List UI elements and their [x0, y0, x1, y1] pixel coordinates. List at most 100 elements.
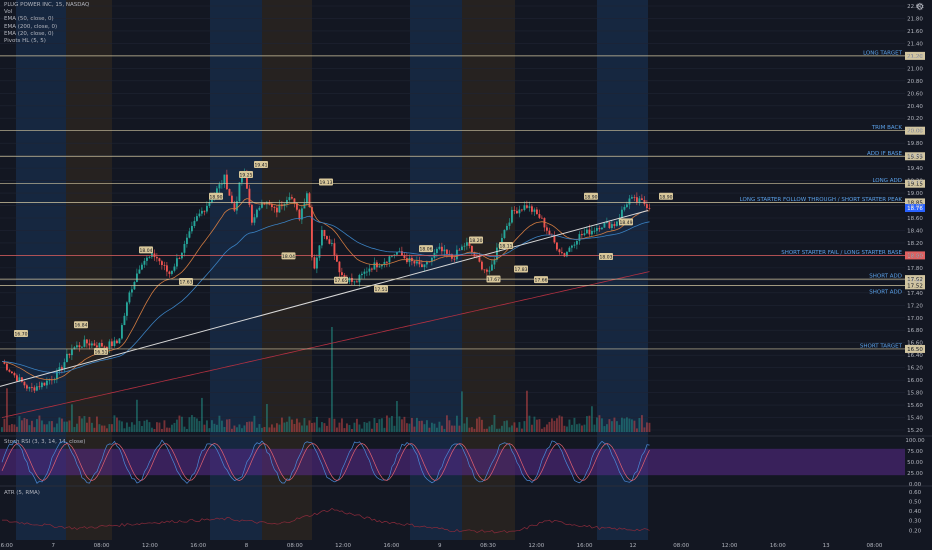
volume-bar-210	[526, 390, 528, 432]
atr-tick-4: 0.20	[909, 528, 922, 534]
gear-icon[interactable]: ⚙	[915, 2, 925, 13]
volume-bar-18	[46, 424, 48, 432]
atr-line	[2, 507, 650, 534]
level-tag-2: 19.59	[907, 154, 923, 160]
price-tick-16: 18.80	[907, 204, 923, 210]
level-label-0: LONG TARGET	[863, 50, 903, 56]
candle-body-24	[61, 367, 63, 370]
volume-bar-198	[496, 428, 498, 432]
pivot-label-6: 19.25	[240, 172, 253, 178]
volume-bar-116	[291, 419, 293, 432]
price-tick-1: 21.80	[907, 16, 923, 22]
volume-bar-176	[441, 425, 443, 432]
volume-bar-31	[78, 416, 81, 432]
candle-body-96	[241, 174, 243, 183]
volume-bar-103	[258, 424, 261, 432]
pivot-bg-15	[499, 242, 513, 250]
candle-body-211	[528, 206, 531, 208]
volume-bar-125	[313, 422, 316, 432]
candle-body-221	[553, 235, 556, 243]
volume-bar-48	[121, 421, 123, 432]
volume-bar-87	[218, 415, 221, 432]
candle-body-67	[168, 271, 171, 274]
volume-bar-41	[103, 425, 106, 432]
candle-body-239	[598, 228, 601, 230]
pivot-label-14: 17.67	[487, 277, 500, 283]
volume-bar-75	[188, 417, 191, 432]
candle-body-93	[233, 203, 236, 211]
candle-body-245	[613, 224, 616, 226]
volume-bar-115	[288, 416, 291, 432]
candle-body-209	[523, 205, 526, 210]
candle-body-57	[143, 260, 146, 265]
pivot-label-13: 18.20	[470, 238, 483, 244]
volume-bar-226	[566, 426, 568, 432]
volume-bar-28	[71, 404, 73, 432]
volume-bar-199	[498, 428, 501, 432]
candle-body-188	[471, 246, 473, 253]
candle-body-106	[266, 202, 268, 205]
level-tag-1: 20.00	[907, 129, 923, 135]
level-label-1: TRIM BACK	[871, 125, 903, 131]
candle-body-230	[576, 240, 578, 245]
candle-body-110	[276, 207, 278, 213]
time-tick-12: 16:00	[577, 543, 593, 549]
price-tick-11: 19.80	[907, 141, 923, 147]
volume-bar-68	[171, 424, 173, 432]
candle-body-69	[173, 266, 176, 271]
time-tick-2: 08:00	[94, 543, 110, 549]
volume-bar-60	[151, 427, 153, 432]
level-tag-bg-7	[905, 281, 925, 290]
volume-bar-143	[358, 424, 361, 432]
volume-bar-65	[163, 420, 166, 432]
volume-bar-62	[156, 422, 158, 432]
atr-tick-0: 0.60	[909, 490, 922, 496]
time-tick-15: 12:00	[722, 543, 738, 549]
candle-body-231	[578, 234, 581, 241]
level-tag-bg-8	[905, 344, 925, 353]
price-tick-23: 17.40	[907, 291, 923, 297]
candle-body-200	[501, 237, 503, 244]
ema50-line	[1, 215, 650, 374]
volume-bar-79	[198, 421, 201, 432]
volume-bar-44	[111, 424, 113, 432]
indicator-ema20: EMA (20, close, 0)	[4, 30, 54, 37]
volume-bar-114	[286, 421, 288, 432]
pivot-bg-1	[74, 321, 88, 329]
level-tag-6: 17.62	[907, 277, 923, 283]
candle-body-76	[191, 225, 193, 232]
candle-body-160	[401, 251, 403, 256]
price-tick-9: 20.20	[907, 116, 923, 122]
candle-body-10	[26, 385, 28, 389]
volume-bar-248	[621, 417, 623, 432]
volume-bar-5	[13, 424, 16, 432]
candle-body-6	[16, 375, 18, 382]
volume-bar-40	[101, 425, 103, 432]
volume-bar-105	[263, 426, 266, 432]
candle-body-205	[513, 209, 516, 211]
level-tag-bg-6	[905, 275, 925, 284]
candle-body-95	[238, 182, 241, 202]
volume-bar-190	[476, 418, 478, 432]
pivot-label-10: 17.65	[335, 278, 348, 284]
candle-body-226	[566, 251, 568, 257]
volume-bar-120	[301, 425, 303, 432]
stoch-label: Stoch RSI (3, 3, 14, 14, close)	[4, 439, 85, 445]
volume-bar-155	[388, 417, 391, 432]
volume-bar-12	[31, 420, 33, 432]
candle-body-54	[136, 273, 138, 282]
candle-body-33	[83, 339, 86, 347]
volume-bar-167	[418, 420, 421, 432]
pivot-label-16: 17.83	[515, 267, 528, 273]
pivot-bg-13	[469, 236, 483, 244]
pivot-bg-6	[239, 170, 253, 178]
price-tick-26: 16.80	[907, 328, 923, 334]
candle-body-256	[641, 198, 643, 200]
volume-bar-99	[248, 421, 251, 432]
volume-bar-43	[108, 424, 111, 432]
pivot-label-0: 16.70	[15, 331, 28, 337]
level-label-5: SHORT STARTER FAIL / LONG STARTER BASE	[781, 250, 902, 256]
candle-body-56	[141, 264, 143, 270]
volume-bar-204	[511, 425, 513, 432]
volume-bar-203	[508, 427, 511, 432]
